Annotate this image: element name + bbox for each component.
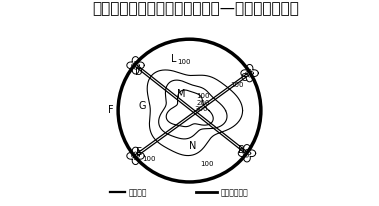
Text: 城乡外围公路: 城乡外围公路 — [221, 187, 249, 196]
Text: L: L — [171, 54, 177, 64]
Text: F: F — [108, 104, 114, 114]
Text: 100: 100 — [143, 156, 156, 162]
Text: 100: 100 — [200, 160, 214, 166]
Text: E: E — [136, 146, 142, 156]
Text: N: N — [189, 141, 197, 151]
Text: 100: 100 — [197, 92, 210, 98]
Text: B: B — [238, 144, 245, 154]
Text: G: G — [139, 101, 146, 111]
Text: 100: 100 — [230, 82, 243, 88]
Text: C: C — [241, 73, 248, 83]
Text: 300: 300 — [194, 105, 208, 111]
Text: D: D — [135, 66, 143, 76]
Text: M: M — [177, 89, 185, 99]
Text: 城市地租等高线分布图（向外凸—交通通达度高）: 城市地租等高线分布图（向外凸—交通通达度高） — [92, 1, 299, 16]
Text: 200: 200 — [197, 99, 210, 105]
Text: 干线公路: 干线公路 — [128, 187, 147, 196]
Text: 100: 100 — [177, 59, 191, 65]
